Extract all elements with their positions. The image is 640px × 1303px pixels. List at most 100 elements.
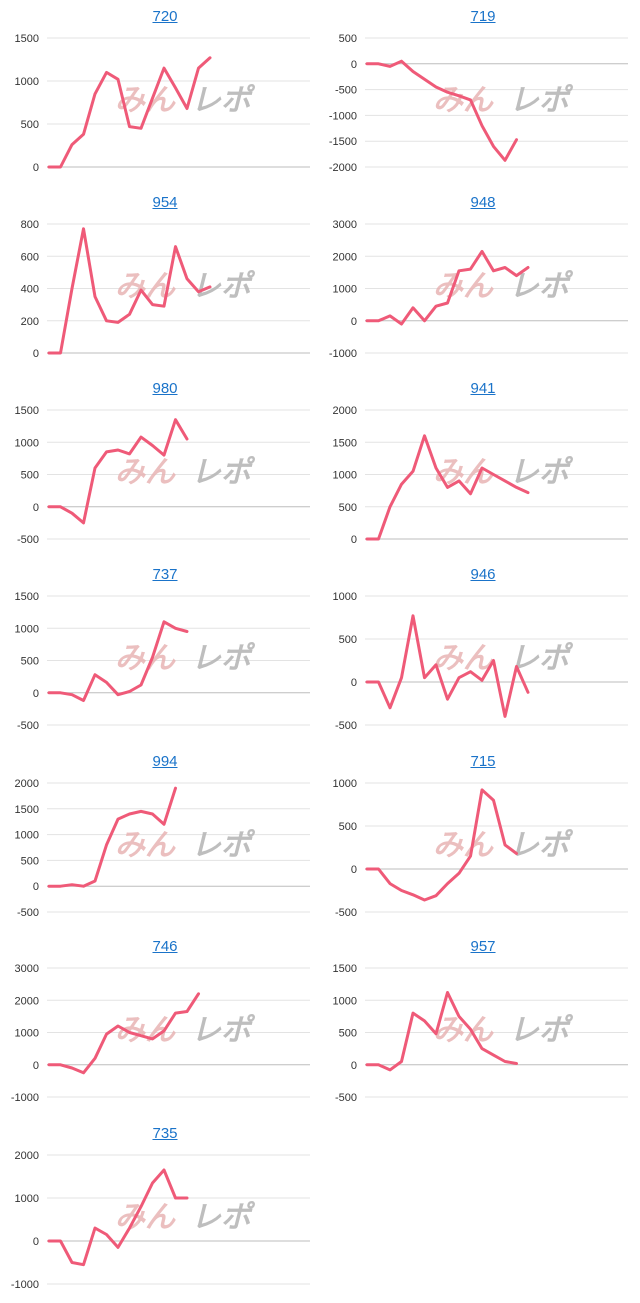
chart-title-link[interactable]: 954	[152, 194, 178, 211]
y-tick-label: 500	[21, 855, 39, 867]
y-tick-label: 0	[33, 1236, 39, 1248]
watermark-logo-part1: みん	[433, 828, 494, 863]
line-chart: -500 0 500 1000 みん レポ	[333, 778, 628, 919]
chart-panel: 954 0 200 400 600 800 みん レポ	[5, 186, 325, 372]
y-tick-label: -1000	[11, 1092, 39, 1104]
chart-panel: 735 -1000 0 1000 2000 みん レポ	[5, 1117, 325, 1303]
y-tick-label: 1000	[15, 830, 39, 842]
y-tick-label: 0	[351, 864, 357, 876]
y-tick-label: 1000	[333, 995, 357, 1007]
watermark-logo-part1: みん	[433, 1013, 494, 1048]
chart-title-link[interactable]: 719	[470, 8, 496, 25]
chart-title-link[interactable]: 735	[152, 1125, 178, 1142]
y-tick-label: -500	[17, 534, 39, 546]
chart-title-link[interactable]: 941	[470, 380, 496, 397]
watermark-logo-part1: みん	[115, 641, 176, 676]
y-tick-label: 1500	[15, 405, 39, 417]
chart-title-link[interactable]: 948	[470, 194, 496, 211]
y-tick-label: 1500	[15, 33, 39, 45]
y-tick-label: 0	[33, 881, 39, 893]
y-tick-label: 1000	[15, 1193, 39, 1205]
watermark-logo-part2: レポ	[191, 1013, 256, 1048]
watermark-logo-part2: レポ	[191, 828, 256, 863]
chart-title-link[interactable]: 737	[152, 566, 178, 583]
watermark-logo-part2: レポ	[509, 455, 574, 490]
y-tick-label: 1000	[333, 284, 357, 296]
y-tick-label: 0	[351, 534, 357, 546]
watermark-logo-part1: みん	[115, 1200, 176, 1235]
chart-panel: 980 -500 0 500 1000 1500 みん レポ	[5, 372, 325, 558]
y-tick-label: 2000	[15, 778, 39, 790]
chart-panel: 715 -500 0 500 1000 みん レポ	[323, 745, 640, 931]
y-tick-label: 500	[339, 634, 357, 646]
y-tick-label: 1000	[15, 623, 39, 635]
line-chart: -500 0 500 1000 1500 2000 みん レポ	[15, 778, 310, 919]
chart-title-link[interactable]: 946	[470, 566, 496, 583]
y-tick-label: 0	[351, 677, 357, 689]
chart-panel: 719 -2000 -1500 -1000 -500 0 500 みん レポ	[323, 0, 640, 186]
y-tick-label: 200	[21, 316, 39, 328]
y-tick-label: 3000	[15, 963, 39, 975]
chart-panel: 746 -1000 0 1000 2000 3000 みん レポ	[5, 930, 325, 1116]
y-tick-label: 2000	[15, 995, 39, 1007]
chart-panel: 994 -500 0 500 1000 1500 2000 みん レポ	[5, 745, 325, 931]
y-tick-label: 500	[339, 33, 357, 45]
watermark-logo-part1: みん	[115, 455, 176, 490]
y-tick-label: 0	[33, 348, 39, 360]
y-tick-label: 1000	[15, 76, 39, 88]
y-tick-label: 500	[339, 502, 357, 514]
series-line	[47, 786, 177, 888]
y-tick-label: 0	[351, 1060, 357, 1072]
chart-panel: 957 -500 0 500 1000 1500 みん レポ	[323, 930, 640, 1116]
watermark-logo-part1: みん	[115, 828, 176, 863]
y-tick-label: 1000	[333, 470, 357, 482]
y-tick-label: -1000	[329, 348, 357, 360]
chart-title-link[interactable]: 994	[152, 753, 178, 770]
watermark-logo-part1: みん	[433, 269, 494, 304]
line-chart: -1000 0 1000 2000 みん レポ	[11, 1150, 310, 1291]
y-tick-label: 1500	[15, 804, 39, 816]
chart-title-link[interactable]: 980	[152, 380, 178, 397]
y-tick-label: -1000	[329, 110, 357, 122]
y-tick-label: 2000	[333, 251, 357, 263]
y-tick-label: 500	[21, 656, 39, 668]
y-tick-label: 1000	[15, 437, 39, 449]
watermark-logo-part2: レポ	[509, 1013, 574, 1048]
watermark-logo-part1: みん	[433, 641, 494, 676]
y-tick-label: -500	[335, 907, 357, 919]
series-line	[365, 788, 518, 902]
line-chart: -500 0 500 1000 1500 みん レポ	[333, 963, 628, 1104]
y-tick-label: 3000	[333, 219, 357, 231]
watermark-logo-part2: レポ	[191, 455, 256, 490]
y-tick-label: 0	[351, 59, 357, 71]
chart-title-link[interactable]: 957	[470, 938, 496, 955]
y-tick-label: 800	[21, 219, 39, 231]
y-tick-label: 2000	[333, 405, 357, 417]
chart-title-link[interactable]: 715	[470, 753, 496, 770]
y-tick-label: 500	[339, 821, 357, 833]
watermark-logo-part2: レポ	[191, 269, 256, 304]
y-tick-label: 1000	[333, 591, 357, 603]
watermark-logo-part2: レポ	[509, 641, 574, 676]
line-chart: -500 0 500 1000 1500 みん レポ	[15, 591, 310, 732]
series-line	[365, 59, 518, 162]
y-tick-label: 600	[21, 251, 39, 263]
y-tick-label: -500	[17, 720, 39, 732]
chart-title-link[interactable]: 720	[152, 8, 178, 25]
series-line	[47, 992, 200, 1075]
watermark-logo-part2: レポ	[191, 641, 256, 676]
y-tick-label: -2000	[329, 162, 357, 174]
y-tick-label: 2000	[15, 1150, 39, 1162]
y-tick-label: -500	[335, 720, 357, 732]
chart-title-link[interactable]: 746	[152, 938, 178, 955]
chart-panel: 948 -1000 0 1000 2000 3000 みん レポ	[323, 186, 640, 372]
y-tick-label: -500	[335, 85, 357, 97]
chart-panel: 941 0 500 1000 1500 2000 みん レポ	[323, 372, 640, 558]
line-chart: -500 0 500 1000 みん レポ	[333, 591, 628, 732]
y-tick-label: 1000	[333, 778, 357, 790]
